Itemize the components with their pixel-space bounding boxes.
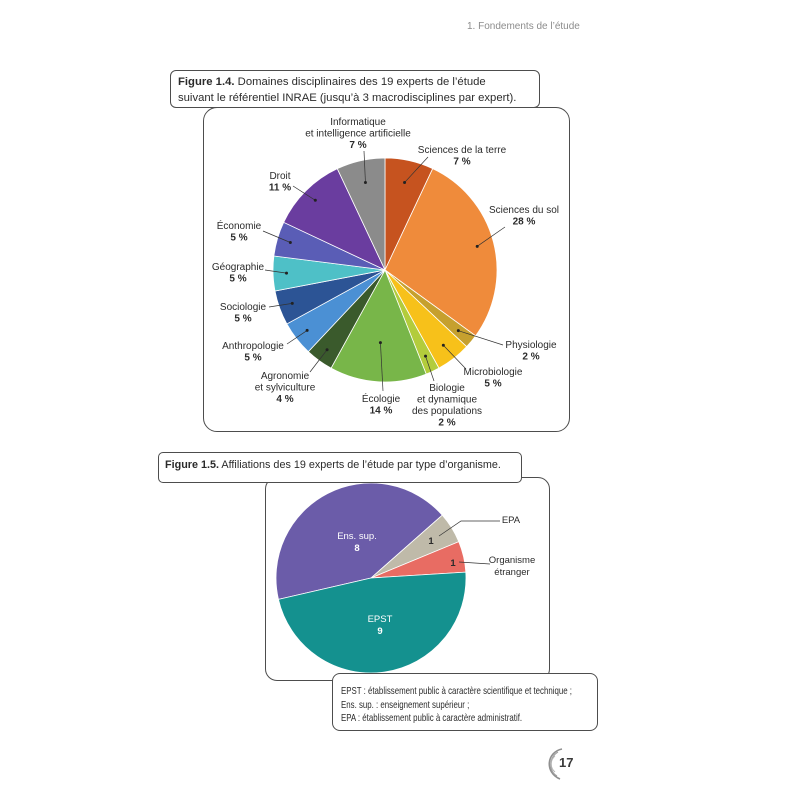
slice-label: Ens. sup. <box>337 531 377 542</box>
slice-label: des populations <box>412 406 482 417</box>
leader-dot <box>456 329 460 333</box>
slice-value-label: 5 % <box>234 314 251 325</box>
leader-dot <box>363 181 367 185</box>
slice-label: Sociologie <box>220 302 267 313</box>
slice-value-label: 2 % <box>522 352 539 363</box>
leader-line <box>292 185 316 201</box>
slice-value-label: 14 % <box>370 406 393 417</box>
leader-dot <box>424 354 428 358</box>
slice-label: Sciences du sol <box>489 205 559 216</box>
leader-line <box>380 342 384 392</box>
pie-slice-droit <box>283 168 386 271</box>
slice-value-label: 28 % <box>513 217 536 228</box>
leader-dot <box>441 343 445 347</box>
slice-label: Agronomie <box>261 371 310 382</box>
pie-slice-ecologie <box>330 269 427 383</box>
leader-dot <box>288 241 292 244</box>
slice-label: Anthropologie <box>222 341 284 352</box>
slice-label: Géographie <box>212 262 265 273</box>
leader-dot <box>403 181 407 185</box>
leader-dot <box>284 271 288 275</box>
slice-label: et intelligence artificielle <box>305 129 411 140</box>
leader-dot <box>313 198 317 202</box>
leader-dot <box>290 301 294 305</box>
slice-label: Sciences de la terre <box>418 145 507 156</box>
leader-line <box>309 349 328 373</box>
slice-value-label: 1 <box>428 536 434 547</box>
leader-line <box>477 226 506 247</box>
pie-slice-epst <box>277 571 467 674</box>
leader-line <box>443 344 467 370</box>
figure-number: Figure 1.5. <box>165 459 220 471</box>
slice-value-label: 4 % <box>276 394 293 405</box>
caption-text: Domaines disciplinaires des 19 experts d… <box>237 76 486 88</box>
slice-value-label: 11 % <box>269 183 291 194</box>
slice-label: Économie <box>217 219 262 232</box>
caption-line: Figure 1.4. Domaines disciplinaires des … <box>178 74 539 90</box>
slice-label: étranger <box>494 567 529 578</box>
page-number: 17 <box>559 755 574 770</box>
note-line: EPA : établissement public à caractère a… <box>341 712 523 724</box>
slice-label: et dynamique <box>417 395 477 406</box>
slice-value-label: 7 % <box>349 140 366 151</box>
leader-line <box>363 150 366 183</box>
slice-label: Biologie <box>429 383 465 394</box>
pie-slice-informatique-et-intelligence-artificielle <box>336 157 386 271</box>
running-header: 1. Fondements de l’étude <box>467 21 580 32</box>
caption-line: suivant le référentiel INRAE (jusqu’à 3 … <box>178 92 517 104</box>
slice-value-label: 2 % <box>438 418 455 429</box>
slice-label: Organisme <box>489 555 535 566</box>
note-line: EPST : établissement public à caractère … <box>341 685 572 697</box>
leader-dot <box>378 341 382 345</box>
leader-line <box>458 330 504 346</box>
slice-label: et sylviculture <box>255 383 316 394</box>
slice-value-label: 5 % <box>244 353 261 364</box>
leader-line <box>262 230 291 243</box>
figure-1-4-caption: Figure 1.4. Domaines disciplinaires des … <box>170 70 540 108</box>
leader-line <box>286 330 308 345</box>
slice-value-label: 5 % <box>229 274 246 285</box>
pie-slice-sciences-du-sol <box>384 168 498 337</box>
figure-number: Figure 1.4. <box>178 76 235 88</box>
slice-value-label: 5 % <box>484 379 501 390</box>
leader-line <box>268 303 293 308</box>
slice-value-label: 1 <box>450 558 456 569</box>
slice-label: Droit <box>269 171 290 182</box>
page-number-ornament <box>548 748 563 780</box>
caption-text: Affiliations des 19 experts de l’étude p… <box>221 459 501 471</box>
note-line: Ens. sup. : enseignement supérieur ; <box>341 698 470 711</box>
slice-value-label: 7 % <box>453 157 470 168</box>
leader-line <box>404 156 429 183</box>
leader-line <box>438 520 500 537</box>
leader-line <box>458 561 491 565</box>
leader-line <box>425 356 435 382</box>
slice-label: Physiologie <box>505 340 557 351</box>
slice-label: Microbiologie <box>464 367 523 378</box>
leader-dot <box>305 328 309 332</box>
leader-dot <box>325 348 329 352</box>
figure-1-5-caption: Figure 1.5. Affiliations des 19 experts … <box>158 452 522 483</box>
figure-1-5-abbreviation-notes: EPST : établissement public à caractère … <box>332 673 598 731</box>
slice-value-label: 9 <box>377 626 382 637</box>
leader-line <box>264 269 287 274</box>
slice-label: Écologie <box>362 392 401 405</box>
pie-slice-ens-sup <box>275 482 443 600</box>
leader-dot <box>475 244 479 248</box>
slice-label: Informatique <box>330 117 386 128</box>
slice-value-label: 5 % <box>230 233 247 244</box>
slice-label: EPST <box>368 614 393 625</box>
slice-value-label: 8 <box>354 543 359 554</box>
slice-label: EPA <box>502 515 521 526</box>
